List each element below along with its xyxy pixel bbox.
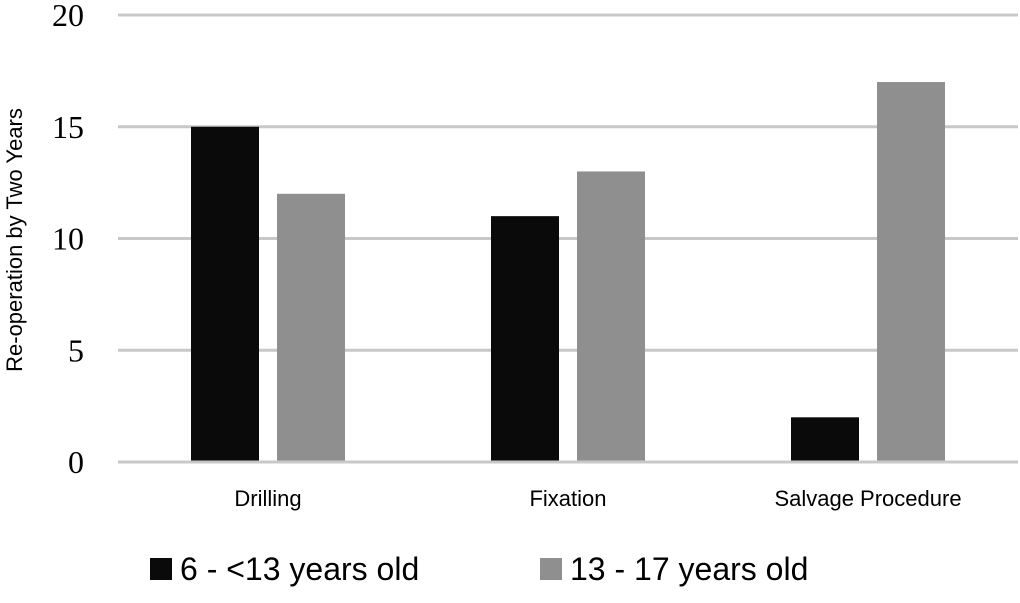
- legend-swatch: [540, 558, 562, 580]
- legend-label: 6 - <13 years old: [180, 551, 419, 587]
- x-tick-label: Fixation: [529, 486, 606, 511]
- y-tick-label: 0: [68, 444, 84, 480]
- bar-series-1-salvage-procedure: [791, 417, 859, 462]
- bars: [118, 82, 1018, 464]
- y-axis-ticks: 0 5 10 15 20: [52, 0, 84, 480]
- y-tick-label: 10: [52, 221, 84, 257]
- bar-series-1-drilling: [191, 126, 259, 462]
- bar-series-2-salvage-procedure: [877, 82, 945, 463]
- y-tick-label: 15: [52, 109, 84, 145]
- legend-label: 13 - 17 years old: [570, 551, 808, 587]
- x-tick-label: Drilling: [234, 486, 301, 511]
- x-axis-ticks: Drilling Fixation Salvage Procedure: [234, 486, 961, 511]
- legend: 6 - <13 years old 13 - 17 years old: [150, 551, 808, 587]
- y-tick-label: 5: [68, 332, 84, 368]
- bar-series-1-fixation: [491, 216, 559, 462]
- y-axis-title: Re-operation by Two Years: [2, 108, 27, 372]
- y-tick-label: 20: [52, 0, 84, 33]
- legend-swatch: [150, 558, 172, 580]
- x-tick-label: Salvage Procedure: [774, 486, 961, 511]
- bar-series-2-drilling: [277, 193, 345, 463]
- bar-series-2-fixation: [577, 171, 645, 462]
